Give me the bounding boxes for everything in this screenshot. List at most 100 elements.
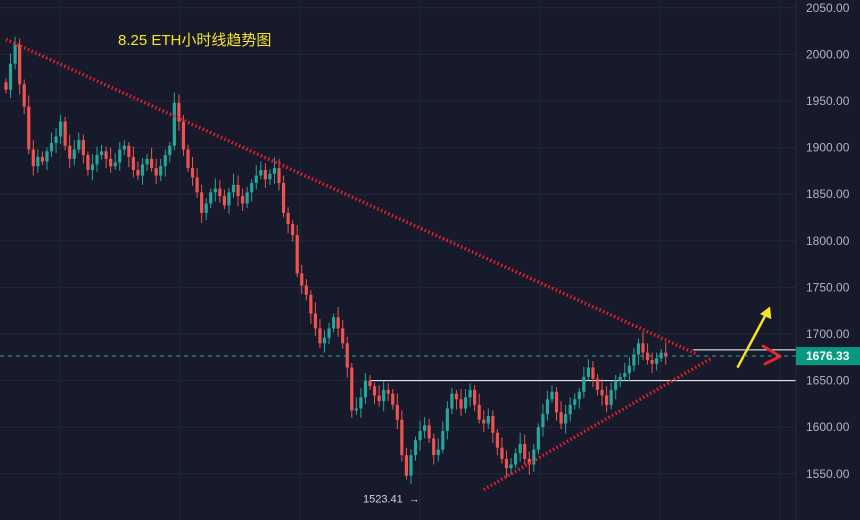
candle-body (332, 317, 336, 329)
trendlines (5, 37, 713, 492)
candle-body (268, 173, 272, 180)
candle-body (8, 63, 13, 90)
candle-body (413, 440, 418, 456)
candle-body (554, 391, 559, 413)
candle-body (263, 169, 267, 180)
candle-body (454, 393, 459, 400)
candle-body (154, 168, 158, 176)
candle-body (250, 183, 254, 193)
candle-body (227, 192, 231, 206)
candle-body (291, 224, 295, 236)
candle-body (468, 389, 472, 398)
candle-body (95, 155, 99, 165)
candle-body (122, 145, 126, 150)
candle-body (545, 399, 550, 415)
candle-body (541, 414, 545, 428)
candle-body (609, 389, 613, 405)
candle-body (523, 443, 527, 459)
candle-body (573, 399, 577, 405)
grid-lines (0, 0, 796, 520)
candle-body (163, 155, 167, 167)
candle-body (618, 376, 622, 381)
candle-body (45, 151, 49, 162)
y-tick-label: 1900.00 (806, 141, 850, 155)
candle-body (86, 155, 90, 170)
candle-body (190, 168, 195, 178)
candle-body (181, 121, 186, 150)
candle-body (59, 121, 63, 137)
candle-body (550, 391, 554, 400)
candle-body (118, 149, 122, 163)
candle-body (90, 164, 95, 170)
candle-body (322, 337, 327, 344)
candle-body (81, 140, 85, 156)
candle-body (354, 408, 358, 411)
candle-body (27, 106, 31, 150)
candle-body (486, 416, 490, 424)
y-tick-label: 1950.00 (806, 94, 850, 108)
candle-body (150, 158, 154, 169)
candle-body (22, 84, 26, 107)
forecast-arrow-shaft (736, 307, 771, 369)
candle-body (600, 389, 604, 396)
candle-body (99, 151, 104, 156)
candle-body (213, 188, 217, 193)
candle-body (131, 156, 135, 170)
candle-body (36, 156, 40, 167)
candle-body (18, 45, 22, 85)
candle-body (459, 399, 463, 409)
candle-body (259, 169, 263, 176)
y-tick-label: 1600.00 (806, 420, 850, 434)
candle-body (309, 294, 313, 314)
candle-body (54, 136, 58, 143)
low-price-label: 1523.41 → (363, 494, 420, 506)
candle-body (491, 416, 495, 433)
candle-body (104, 151, 108, 159)
candle-body (409, 455, 413, 476)
y-tick-label: 2050.00 (806, 1, 850, 15)
candle-body (159, 166, 163, 176)
candle-body (559, 412, 563, 424)
candle-body (632, 354, 636, 366)
candle-body (463, 397, 468, 409)
candle-body (377, 395, 381, 402)
candle-body (72, 149, 76, 159)
candle-body (200, 192, 204, 213)
candle-body (363, 380, 368, 398)
candle-body (49, 142, 54, 152)
candle-body (272, 168, 277, 174)
candle-body (127, 145, 131, 157)
candle-body (655, 358, 659, 364)
candle-body (386, 389, 390, 394)
candle-body (664, 352, 668, 357)
candle-body (614, 380, 618, 390)
candle-body (109, 158, 113, 167)
candle-body (423, 425, 427, 431)
y-tick-label: 1850.00 (806, 187, 850, 201)
candle-body (391, 393, 395, 405)
candle-body (281, 183, 286, 213)
candle-body (568, 404, 572, 415)
candle-body (222, 196, 226, 206)
candle-body (650, 360, 654, 364)
candle-body (241, 196, 245, 204)
candle-body (418, 430, 422, 441)
current-price-label: 1676.33 (806, 349, 850, 363)
candle-body (577, 391, 581, 400)
candle-body (345, 343, 349, 368)
candle-body (659, 352, 663, 359)
candle-body (400, 419, 404, 456)
current-price-tag-background (796, 347, 860, 366)
candle-body (231, 184, 236, 193)
candle-body (186, 149, 190, 169)
candle-body (113, 162, 117, 167)
current-price-tag: 1676.33 (796, 347, 860, 366)
candle-body (395, 404, 399, 420)
candle-body (372, 386, 377, 396)
candle-body (477, 404, 481, 420)
candle-body (450, 393, 454, 409)
candle-body (445, 408, 449, 431)
y-tick-label: 2000.00 (806, 47, 850, 61)
